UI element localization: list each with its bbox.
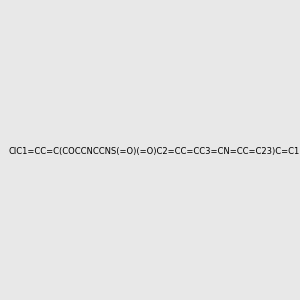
Text: ClC1=CC=C(COCCNCCNS(=O)(=O)C2=CC=CC3=CN=CC=C23)C=C1: ClC1=CC=C(COCCNCCNS(=O)(=O)C2=CC=CC3=CN=… — [8, 147, 299, 156]
